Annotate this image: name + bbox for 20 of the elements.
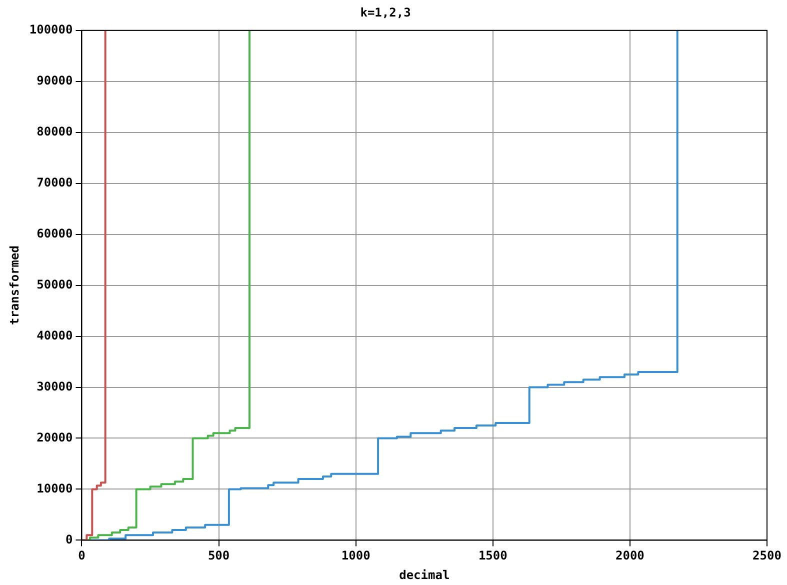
- x-axis-title: decimal: [399, 568, 450, 582]
- y-tick-label: 60000: [36, 226, 73, 240]
- y-axis-title: transformed: [7, 246, 22, 326]
- x-tick-label: 1500: [478, 548, 508, 563]
- y-tick-label: 20000: [36, 430, 73, 444]
- chart-title: k=1,2,3: [360, 5, 411, 20]
- x-tick-label: 0: [78, 548, 86, 563]
- y-tick-label: 30000: [36, 379, 73, 394]
- y-tick-label: 0: [66, 532, 73, 546]
- y-tick-label: 90000: [36, 74, 73, 88]
- y-tick-label: 80000: [36, 124, 73, 138]
- x-tick-label: 500: [208, 548, 230, 563]
- y-tick-label: 10000: [36, 481, 73, 496]
- x-tick-label: 2500: [752, 548, 782, 563]
- y-tick-label: 100000: [29, 22, 73, 37]
- x-tick-label: 1000: [341, 548, 370, 563]
- x-tick-label: 2000: [615, 548, 644, 563]
- y-tick-label: 50000: [36, 277, 73, 292]
- y-tick-label: 70000: [36, 175, 73, 190]
- y-tick-label: 40000: [36, 328, 73, 342]
